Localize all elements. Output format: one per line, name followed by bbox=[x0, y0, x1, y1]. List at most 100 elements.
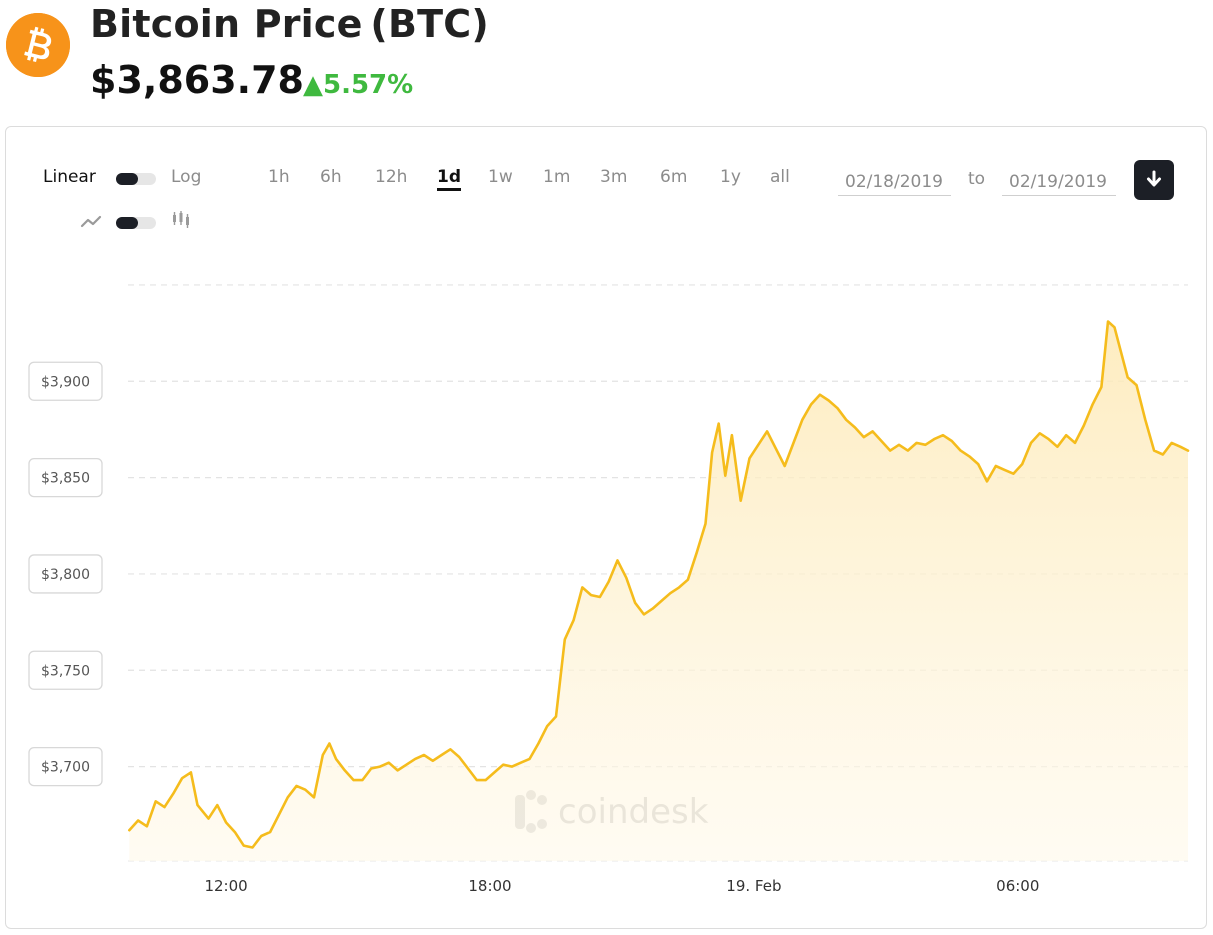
data-point[interactable] bbox=[553, 714, 559, 720]
data-point[interactable] bbox=[250, 845, 256, 851]
data-point[interactable] bbox=[509, 764, 515, 770]
data-point[interactable] bbox=[1185, 448, 1191, 454]
data-point[interactable] bbox=[456, 754, 462, 760]
data-point[interactable] bbox=[294, 783, 300, 789]
data-point[interactable] bbox=[500, 762, 506, 768]
data-point[interactable] bbox=[1028, 440, 1034, 446]
linear-scale-label[interactable]: Linear bbox=[43, 167, 96, 187]
range-1m-button[interactable]: 1m bbox=[543, 167, 571, 187]
data-point[interactable] bbox=[188, 769, 194, 775]
data-point[interactable] bbox=[676, 584, 682, 590]
data-point[interactable] bbox=[333, 756, 339, 762]
data-point[interactable] bbox=[267, 829, 273, 835]
data-point[interactable] bbox=[1037, 430, 1043, 436]
data-point[interactable] bbox=[940, 432, 946, 438]
data-point[interactable] bbox=[439, 752, 445, 758]
data-point[interactable] bbox=[949, 438, 955, 444]
data-point[interactable] bbox=[703, 521, 709, 527]
data-point[interactable] bbox=[1002, 467, 1008, 473]
data-point[interactable] bbox=[579, 584, 585, 590]
data-point[interactable] bbox=[1063, 432, 1069, 438]
data-point[interactable] bbox=[615, 557, 621, 563]
data-point[interactable] bbox=[817, 392, 823, 398]
data-point[interactable] bbox=[562, 636, 568, 642]
data-point[interactable] bbox=[1105, 319, 1111, 325]
to-date-input[interactable] bbox=[1002, 168, 1116, 196]
data-point[interactable] bbox=[135, 818, 141, 824]
data-point[interactable] bbox=[342, 767, 348, 773]
data-point[interactable] bbox=[667, 590, 673, 596]
data-point[interactable] bbox=[465, 766, 471, 772]
range-3m-button[interactable]: 3m bbox=[600, 167, 628, 187]
data-point[interactable] bbox=[1054, 444, 1060, 450]
data-point[interactable] bbox=[1118, 349, 1124, 355]
data-point[interactable] bbox=[421, 752, 427, 758]
data-point[interactable] bbox=[1090, 401, 1096, 407]
data-point[interactable] bbox=[483, 777, 489, 783]
data-point[interactable] bbox=[170, 791, 176, 797]
data-point[interactable] bbox=[1151, 448, 1157, 454]
data-point[interactable] bbox=[685, 577, 691, 583]
data-point[interactable] bbox=[606, 579, 612, 585]
line-chart-icon[interactable] bbox=[80, 214, 102, 230]
data-point[interactable] bbox=[984, 478, 990, 484]
data-point[interactable] bbox=[975, 461, 981, 467]
log-scale-label[interactable]: Log bbox=[171, 167, 202, 187]
data-point[interactable] bbox=[403, 762, 409, 768]
data-point[interactable] bbox=[544, 723, 550, 729]
range-1y-button[interactable]: 1y bbox=[720, 167, 741, 187]
data-point[interactable] bbox=[179, 775, 185, 781]
data-point[interactable] bbox=[755, 442, 761, 448]
data-point[interactable] bbox=[1160, 452, 1166, 458]
data-point[interactable] bbox=[709, 450, 715, 456]
data-point[interactable] bbox=[377, 764, 383, 770]
data-point[interactable] bbox=[474, 777, 480, 783]
range-1h-button[interactable]: 1h bbox=[268, 167, 290, 187]
data-point[interactable] bbox=[782, 463, 788, 469]
data-point[interactable] bbox=[571, 617, 577, 623]
data-point[interactable] bbox=[518, 760, 524, 766]
data-point[interactable] bbox=[905, 448, 911, 454]
data-point[interactable] bbox=[694, 550, 700, 556]
scale-toggle[interactable] bbox=[116, 173, 156, 185]
data-point[interactable] bbox=[922, 442, 928, 448]
data-point[interactable] bbox=[302, 787, 308, 793]
data-point[interactable] bbox=[153, 798, 159, 804]
data-point[interactable] bbox=[214, 802, 220, 808]
data-point[interactable] bbox=[887, 448, 893, 454]
data-point[interactable] bbox=[641, 611, 647, 617]
data-point[interactable] bbox=[206, 816, 212, 822]
data-point[interactable] bbox=[386, 760, 392, 766]
data-point[interactable] bbox=[764, 428, 770, 434]
data-point[interactable] bbox=[799, 417, 805, 423]
data-point[interactable] bbox=[430, 758, 436, 764]
data-point[interactable] bbox=[1046, 436, 1052, 442]
data-point[interactable] bbox=[870, 428, 876, 434]
data-point[interactable] bbox=[716, 421, 722, 427]
data-point[interactable] bbox=[773, 446, 779, 452]
data-point[interactable] bbox=[491, 769, 497, 775]
download-button[interactable] bbox=[1134, 160, 1174, 200]
data-point[interactable] bbox=[632, 600, 638, 606]
data-point[interactable] bbox=[729, 432, 735, 438]
data-point[interactable] bbox=[826, 398, 832, 404]
data-point[interactable] bbox=[1010, 471, 1016, 477]
data-point[interactable] bbox=[747, 455, 753, 461]
data-point[interactable] bbox=[368, 766, 374, 772]
range-6h-button[interactable]: 6h bbox=[320, 167, 342, 187]
data-point[interactable] bbox=[588, 592, 594, 598]
data-point[interactable] bbox=[223, 820, 229, 826]
data-point[interactable] bbox=[650, 606, 656, 612]
data-point[interactable] bbox=[326, 741, 332, 747]
data-point[interactable] bbox=[896, 442, 902, 448]
data-point[interactable] bbox=[258, 833, 264, 839]
data-point[interactable] bbox=[914, 440, 920, 446]
data-point[interactable] bbox=[791, 440, 797, 446]
data-point[interactable] bbox=[241, 843, 247, 849]
data-point[interactable] bbox=[447, 746, 453, 752]
data-point[interactable] bbox=[285, 794, 291, 800]
data-point[interactable] bbox=[878, 438, 884, 444]
data-point[interactable] bbox=[1098, 384, 1104, 390]
data-point[interactable] bbox=[659, 598, 665, 604]
data-point[interactable] bbox=[359, 777, 365, 783]
